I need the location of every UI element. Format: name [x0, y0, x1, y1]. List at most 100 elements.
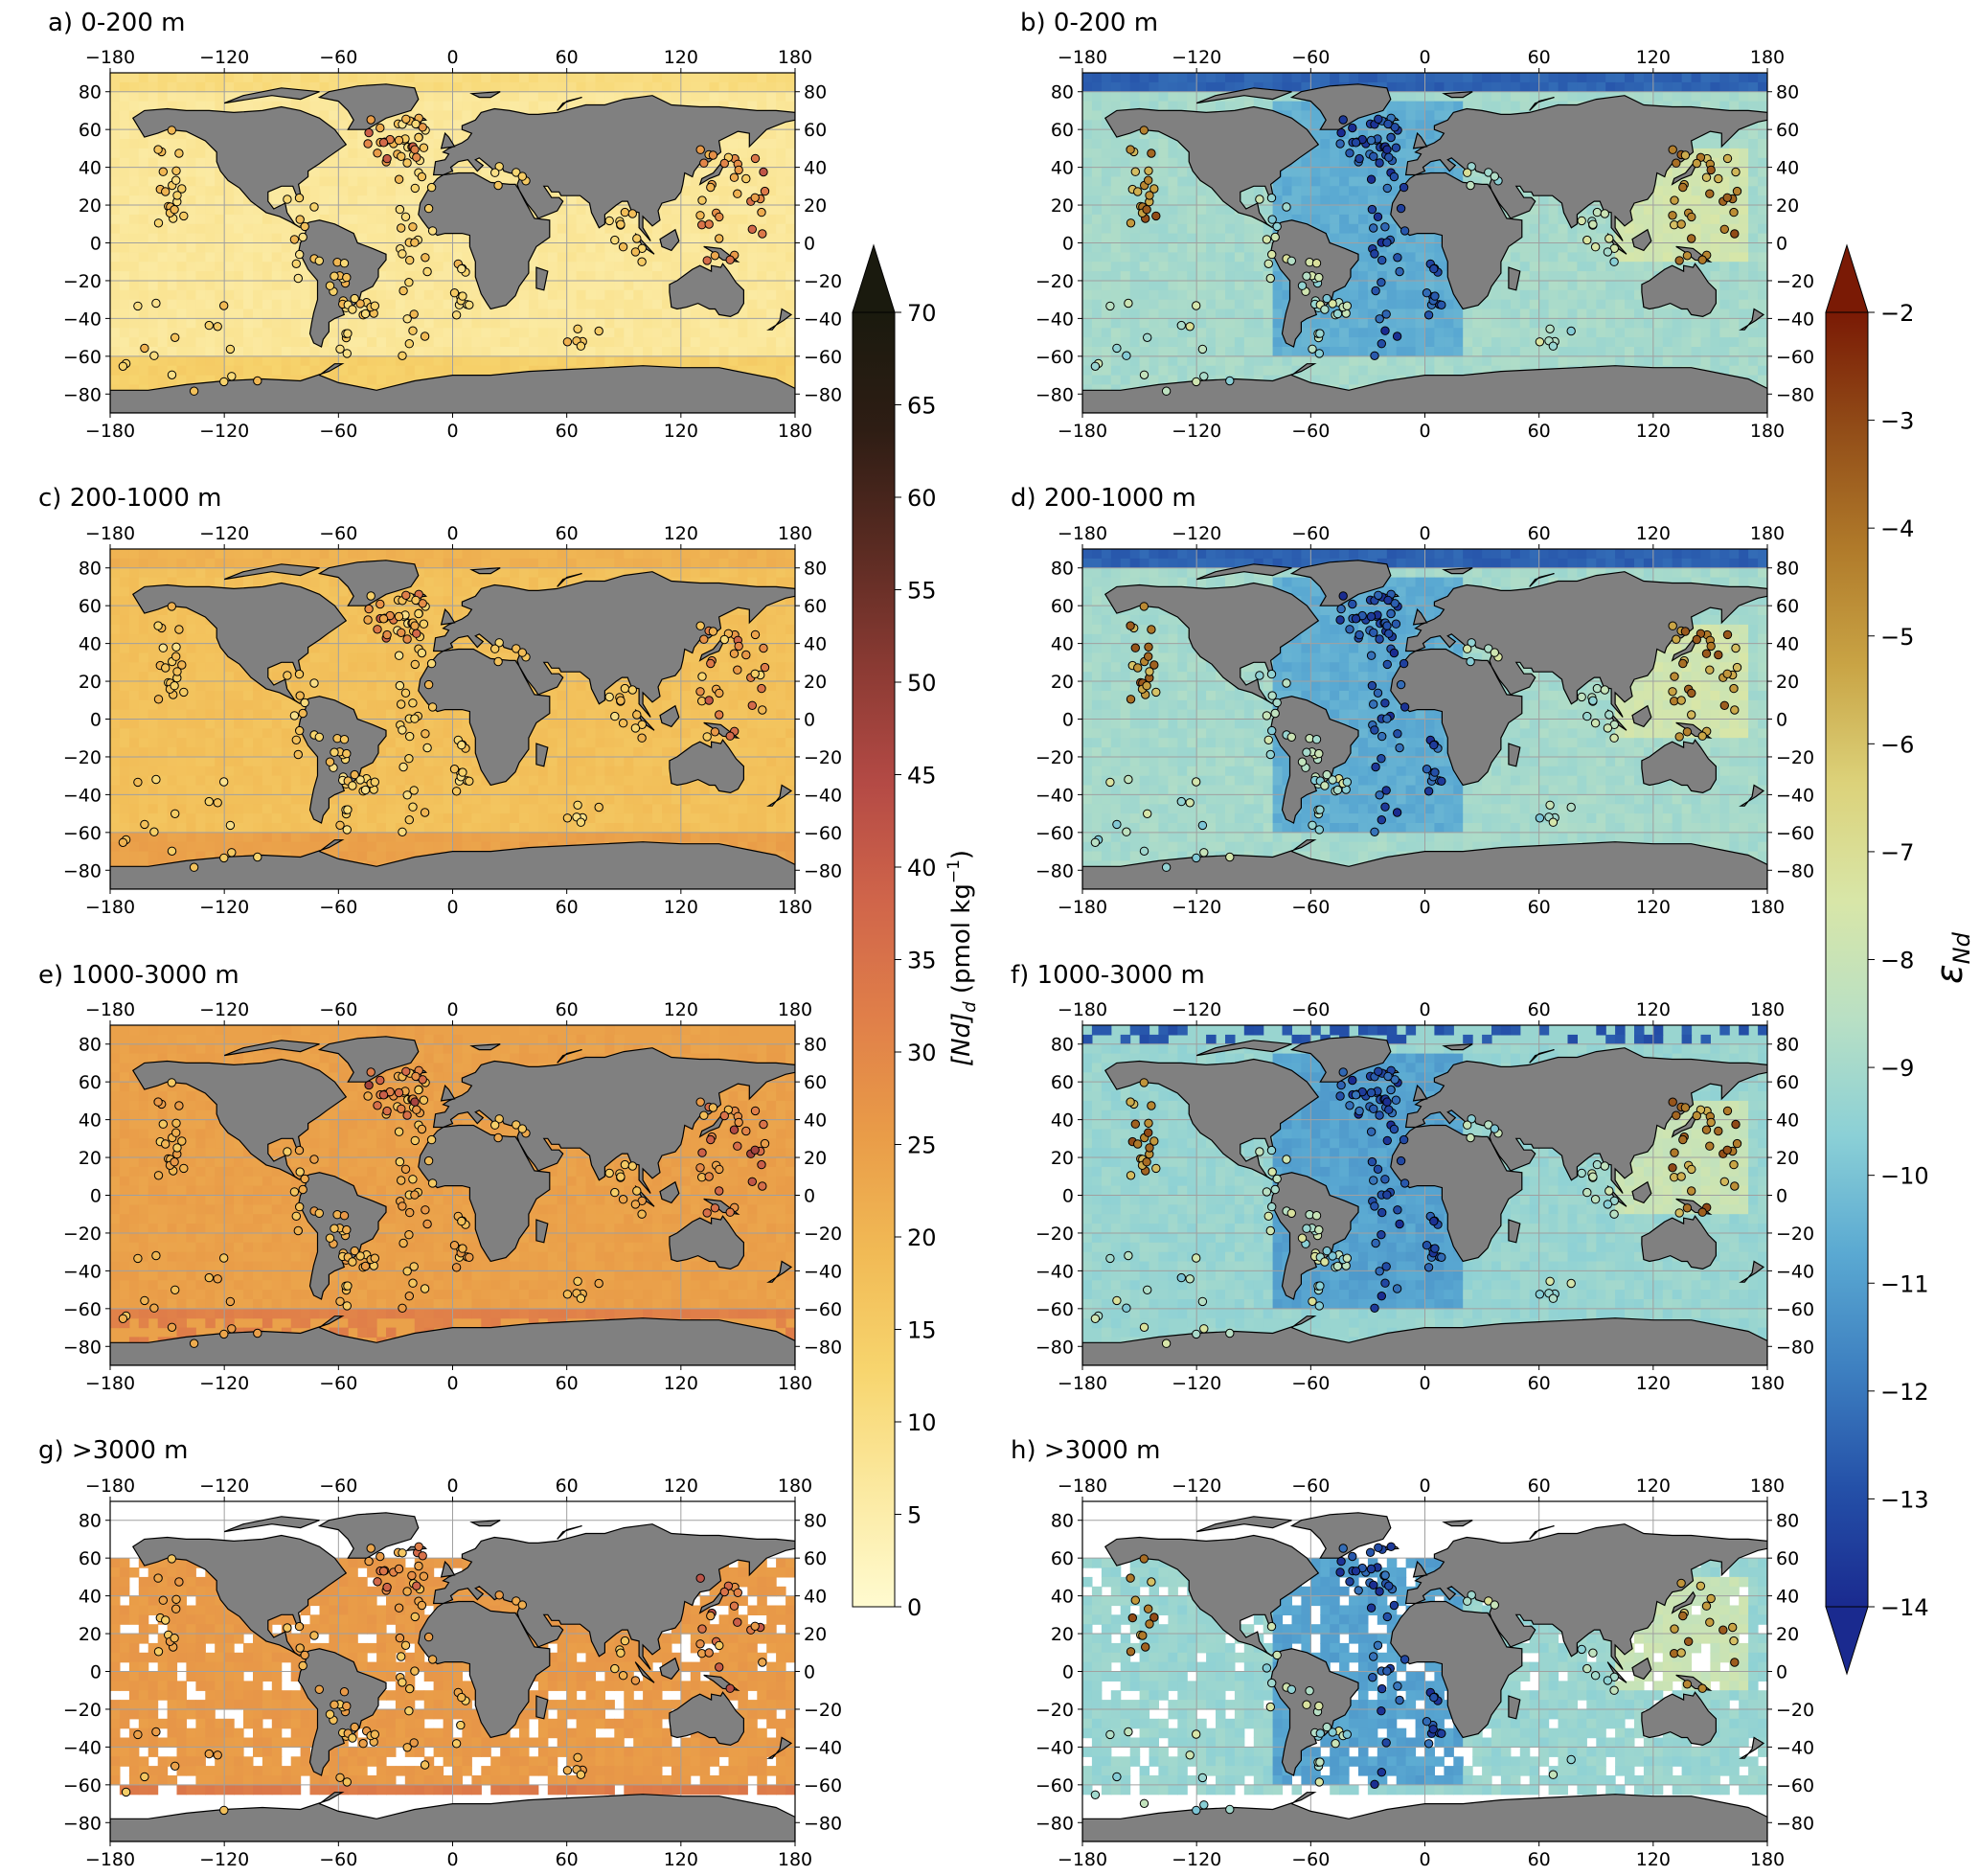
land-mass [1641, 1215, 1717, 1270]
station-marker [627, 1161, 637, 1171]
land-mass [432, 95, 795, 241]
lat-tick-label: −40 [63, 309, 102, 330]
station-marker [402, 1267, 412, 1276]
station-marker [715, 234, 724, 243]
lat-tick-label: 20 [1776, 672, 1799, 693]
station-marker [1377, 1292, 1387, 1301]
station-marker [283, 1623, 292, 1633]
station-marker [1282, 202, 1291, 212]
station-marker [213, 1274, 222, 1284]
station-marker [699, 634, 709, 644]
land-mass [1104, 1058, 1320, 1181]
station-marker [1381, 1262, 1391, 1271]
lon-tick-label: 0 [446, 421, 458, 442]
land-mass [1390, 1600, 1523, 1739]
lat-tick-label: −80 [1776, 860, 1814, 881]
station-marker [151, 1250, 161, 1261]
station-marker [1604, 234, 1614, 243]
station-marker [1382, 183, 1393, 194]
station-marker [1672, 634, 1681, 644]
station-marker [1429, 263, 1439, 274]
station-marker [1161, 862, 1172, 872]
station-marker [1308, 344, 1317, 354]
station-marker [695, 1097, 705, 1107]
station-marker [170, 681, 179, 691]
station-marker [465, 1252, 474, 1263]
station-marker [158, 643, 169, 652]
lat-tick-label: −20 [804, 1224, 842, 1245]
station-marker [618, 1671, 628, 1681]
station-marker [325, 757, 335, 766]
station-marker [167, 370, 177, 379]
station-marker [1335, 1091, 1345, 1101]
station-marker [747, 224, 757, 235]
station-marker [408, 326, 418, 335]
station-marker [704, 1172, 714, 1181]
station-marker [573, 1276, 582, 1287]
lon-tick-label: 180 [778, 1849, 812, 1870]
station-marker [397, 1652, 406, 1661]
lon-tick-label: 180 [778, 897, 812, 918]
station-marker [715, 1164, 724, 1175]
land-mass [669, 739, 744, 794]
station-marker [398, 762, 408, 772]
station-marker [1722, 153, 1733, 164]
station-marker [1603, 723, 1613, 733]
lat-tick-label: −80 [63, 1337, 102, 1358]
station-marker [702, 732, 712, 742]
station-marker [1267, 1678, 1277, 1688]
station-marker [204, 796, 215, 807]
lat-tick-label: 60 [804, 120, 827, 141]
station-marker [1396, 1155, 1406, 1166]
station-marker [283, 1147, 292, 1156]
station-marker [360, 785, 371, 795]
station-marker [1282, 1155, 1291, 1164]
land-mass [669, 1215, 744, 1270]
station-marker [1577, 692, 1586, 702]
colorbar-tick-label: 5 [907, 1502, 922, 1529]
station-marker [1467, 638, 1476, 648]
lat-tick-label: 80 [1051, 1035, 1074, 1056]
station-marker [1197, 1773, 1208, 1783]
land-mass [659, 704, 680, 728]
station-marker [750, 629, 761, 640]
land-mass [1508, 266, 1521, 291]
land-mass [440, 131, 456, 149]
station-marker [1375, 314, 1384, 324]
station-marker [1090, 837, 1101, 847]
station-marker [1192, 301, 1201, 310]
station-marker [1380, 1278, 1390, 1288]
lat-tick-label: −60 [1776, 347, 1814, 368]
station-marker [1262, 1187, 1272, 1197]
land-mass [418, 1124, 551, 1263]
lat-tick-label: −60 [1036, 1775, 1074, 1796]
station-marker [1668, 211, 1677, 220]
station-marker [1366, 1564, 1377, 1574]
station-marker [409, 309, 419, 319]
station-marker [1139, 1322, 1149, 1333]
station-marker [1582, 1663, 1592, 1674]
lon-tick-label: 120 [1636, 1373, 1671, 1394]
panel-title: d) 200-1000 m [1011, 484, 1196, 513]
panel-title: e) 1000-3000 m [38, 961, 239, 990]
station-marker [402, 1587, 412, 1596]
station-marker [395, 1156, 405, 1167]
lat-tick-label: 80 [804, 1035, 827, 1056]
station-marker [1143, 332, 1152, 342]
lat-tick-label: −80 [1036, 384, 1074, 405]
station-marker [402, 158, 412, 168]
station-marker [1328, 1251, 1337, 1261]
lon-tick-label: 0 [1419, 1849, 1430, 1870]
colorbar-tick-label: −2 [1880, 300, 1914, 327]
station-marker [747, 1177, 757, 1187]
station-marker [1371, 762, 1380, 772]
colorbar-tick-label: −12 [1880, 1379, 1929, 1406]
station-marker [1161, 1338, 1172, 1348]
station-marker [1423, 310, 1434, 320]
panel-title: c) 200-1000 m [38, 484, 221, 513]
station-marker [1139, 1554, 1149, 1564]
station-marker [363, 615, 373, 625]
station-marker [1297, 281, 1308, 290]
lat-tick-label: 80 [1776, 82, 1799, 103]
station-marker [1139, 370, 1149, 379]
